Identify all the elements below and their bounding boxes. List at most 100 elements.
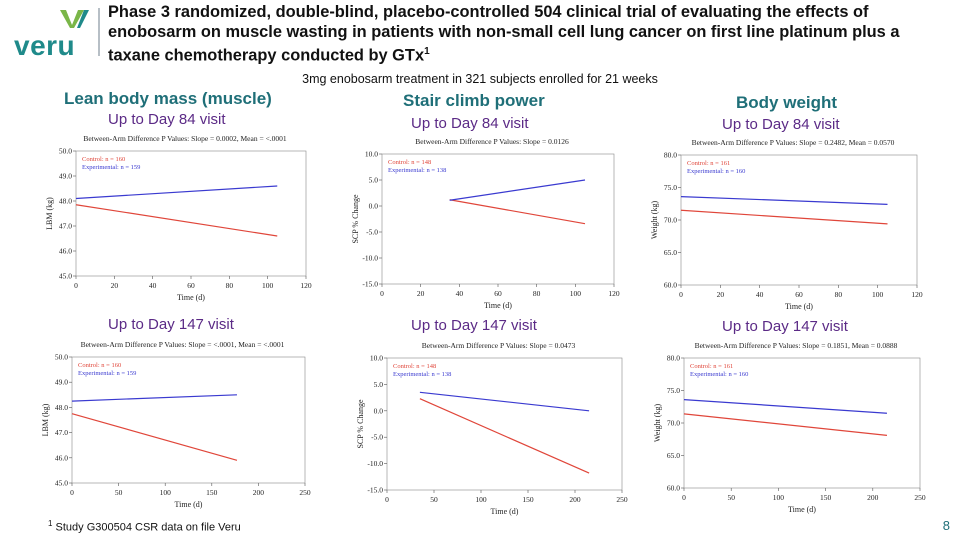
x-tick-label: 250 (299, 488, 311, 497)
y-tick-label: 70.0 (664, 216, 677, 225)
x-tick-label: 0 (385, 495, 389, 504)
y-axis-label: SCP % Change (351, 194, 360, 243)
y-tick-label: 50.0 (55, 353, 68, 362)
subtitle: 3mg enobosarm treatment in 321 subjects … (302, 72, 658, 86)
y-tick-label: -5.0 (371, 433, 383, 442)
x-tick-label: 100 (475, 495, 487, 504)
y-tick-label: 5.0 (369, 176, 379, 185)
legend-experimental: Experimental: n = 160 (690, 371, 748, 378)
x-tick-label: 150 (522, 495, 534, 504)
series-line-experimental (75, 185, 278, 200)
x-axis-label: Time (d) (177, 293, 205, 302)
y-axis-label: Weight (kg) (653, 404, 662, 443)
x-tick-label: 120 (608, 289, 620, 298)
legend-control: Control: n = 160 (82, 156, 125, 163)
series-line-experimental (683, 399, 888, 414)
x-tick-label: 50 (430, 495, 438, 504)
y-axis-label: LBM (kg) (45, 197, 54, 230)
legend-control: Control: n = 148 (388, 159, 431, 166)
visit-label-bw-147: Up to Day 147 visit (722, 318, 848, 335)
series-line-control (75, 204, 278, 237)
x-tick-label: 80 (533, 289, 541, 298)
y-tick-label: 65.0 (664, 248, 677, 257)
legend-experimental: Experimental: n = 160 (687, 168, 745, 175)
chart-title: Between-Arm Difference P Values: Slope =… (83, 134, 287, 143)
y-tick-label: 65.0 (667, 451, 680, 460)
veru-chevron-mark (60, 10, 89, 28)
page-number: 8 (942, 518, 950, 533)
series-line-control (71, 413, 238, 461)
x-tick-label: 0 (679, 290, 683, 299)
chart-title: Between-Arm Difference P Values: Slope =… (695, 341, 898, 350)
x-tick-label: 60 (187, 281, 195, 290)
x-tick-label: 40 (149, 281, 157, 290)
y-tick-label: 46.0 (55, 453, 68, 462)
y-tick-label: -5.0 (366, 228, 378, 237)
x-tick-label: 250 (914, 493, 926, 502)
x-tick-label: 120 (911, 290, 923, 299)
x-tick-label: 50 (115, 488, 123, 497)
y-tick-label: 10.0 (370, 354, 383, 363)
series-line-experimental (680, 196, 888, 205)
y-tick-label: 45.0 (59, 272, 72, 281)
column-title-body-weight: Body weight (736, 93, 838, 112)
x-axis-label: Time (d) (491, 507, 519, 516)
column-title-stair-climb-power: Stair climb power (403, 91, 545, 110)
x-tick-label: 100 (160, 488, 172, 497)
x-tick-label: 20 (417, 289, 425, 298)
x-tick-label: 100 (872, 290, 884, 299)
legend-control: Control: n = 161 (687, 160, 730, 167)
series-line-experimental (419, 391, 590, 412)
x-tick-label: 60 (795, 290, 803, 299)
x-tick-label: 200 (253, 488, 265, 497)
y-tick-label: 47.0 (59, 222, 72, 231)
legend-experimental: Experimental: n = 159 (78, 370, 136, 377)
series-line-control (683, 413, 888, 436)
x-tick-label: 20 (717, 290, 725, 299)
series-line-experimental (71, 394, 237, 402)
y-tick-label: 75.0 (667, 386, 680, 395)
x-tick-label: 0 (682, 493, 686, 502)
x-tick-label: 0 (380, 289, 384, 298)
x-tick-label: 250 (616, 495, 628, 504)
x-tick-label: 200 (867, 493, 879, 502)
y-tick-label: 60.0 (664, 281, 677, 290)
y-tick-label: 5.0 (374, 380, 384, 389)
x-tick-label: 80 (226, 281, 234, 290)
y-axis-label: SCP % Change (356, 399, 365, 448)
series-line-control (419, 398, 590, 474)
visit-label-lbm-147: Up to Day 147 visit (108, 316, 234, 333)
x-tick-label: 40 (456, 289, 464, 298)
y-tick-label: -10.0 (367, 459, 383, 468)
y-tick-label: 49.0 (59, 172, 72, 181)
x-tick-label: 0 (74, 281, 78, 290)
x-tick-label: 20 (111, 281, 119, 290)
x-tick-label: 200 (569, 495, 581, 504)
y-tick-label: 70.0 (667, 419, 680, 428)
series-line-control (680, 209, 888, 225)
veru-logo: veru (14, 8, 102, 61)
logo-wordmark: veru (14, 30, 76, 61)
chart-title: Between-Arm Difference P Values: Slope =… (692, 138, 895, 147)
footnote-text: Study G300504 CSR data on file Veru (55, 521, 241, 534)
y-tick-label: 47.0 (55, 428, 68, 437)
y-axis-label: LBM (kg) (41, 403, 50, 436)
y-tick-label: 50.0 (59, 147, 72, 156)
x-axis-label: Time (d) (484, 301, 512, 310)
y-tick-label: 75.0 (664, 183, 677, 192)
footnote: 1 Study G300504 CSR data on file Veru (48, 519, 241, 534)
column-title-lean-body-mass: Lean body mass (muscle) (64, 89, 272, 108)
x-tick-label: 60 (494, 289, 502, 298)
plot-frame (386, 357, 623, 491)
plot-frame (71, 356, 306, 484)
legend-experimental: Experimental: n = 138 (393, 371, 451, 378)
y-tick-label: 60.0 (667, 484, 680, 493)
y-tick-label: 46.0 (59, 247, 72, 256)
title-footnote-mark: 1 (424, 46, 430, 57)
footnote-mark: 1 (48, 519, 53, 528)
series-line-control (449, 199, 586, 225)
visit-label-bw-84: Up to Day 84 visit (722, 116, 840, 133)
